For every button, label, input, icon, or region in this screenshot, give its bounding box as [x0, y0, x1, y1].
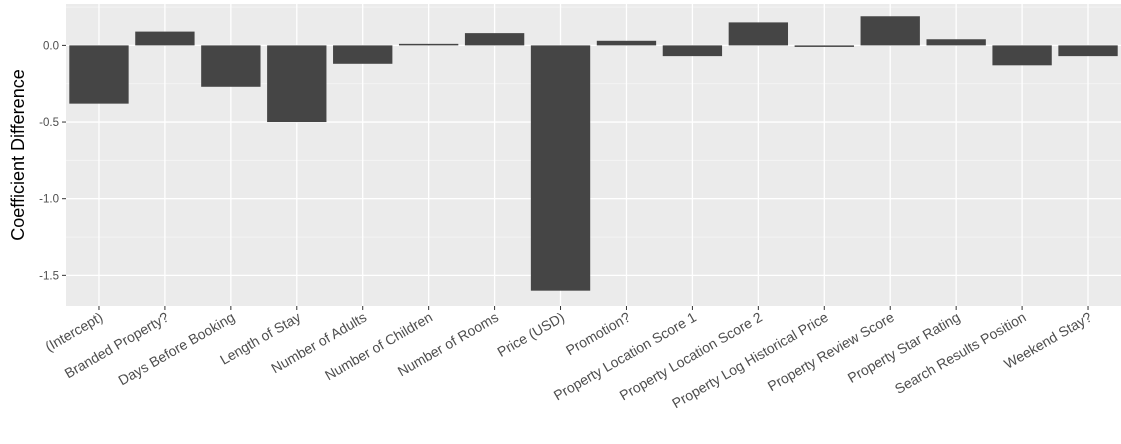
x-tick-label: Price (USD): [494, 309, 567, 360]
bar: [69, 45, 129, 104]
x-tick-label: Number of Children: [322, 309, 435, 384]
y-tick-label: 0.0: [43, 40, 59, 52]
bars: [69, 16, 1118, 291]
bar: [992, 45, 1052, 66]
y-tick-label: -1.5: [39, 270, 59, 282]
bar: [267, 45, 327, 123]
bar: [201, 45, 261, 87]
y-axis-title: Coefficient Difference: [8, 69, 28, 240]
x-tick-label: Property Star Rating: [845, 309, 963, 386]
y-axis: 0.0 -0.5 -1.0 -1.5: [39, 40, 66, 282]
x-axis: (Intercept)Branded Property?Days Before …: [42, 306, 1095, 411]
bar: [794, 45, 854, 47]
bar: [926, 39, 986, 46]
bar: [398, 43, 459, 46]
bar: [135, 31, 195, 46]
bar: [530, 45, 591, 291]
x-tick-label: Days Before Booking: [115, 309, 237, 389]
bar: [728, 22, 789, 46]
bar: [662, 45, 723, 57]
y-tick-label: -0.5: [39, 117, 59, 129]
bar: [860, 16, 920, 46]
bar: [596, 40, 657, 46]
x-tick-label: Property Review Score: [765, 309, 897, 395]
bar: [1058, 45, 1118, 57]
bar: [464, 33, 525, 46]
y-tick-label: -1.0: [39, 194, 59, 206]
bar: [333, 45, 393, 64]
